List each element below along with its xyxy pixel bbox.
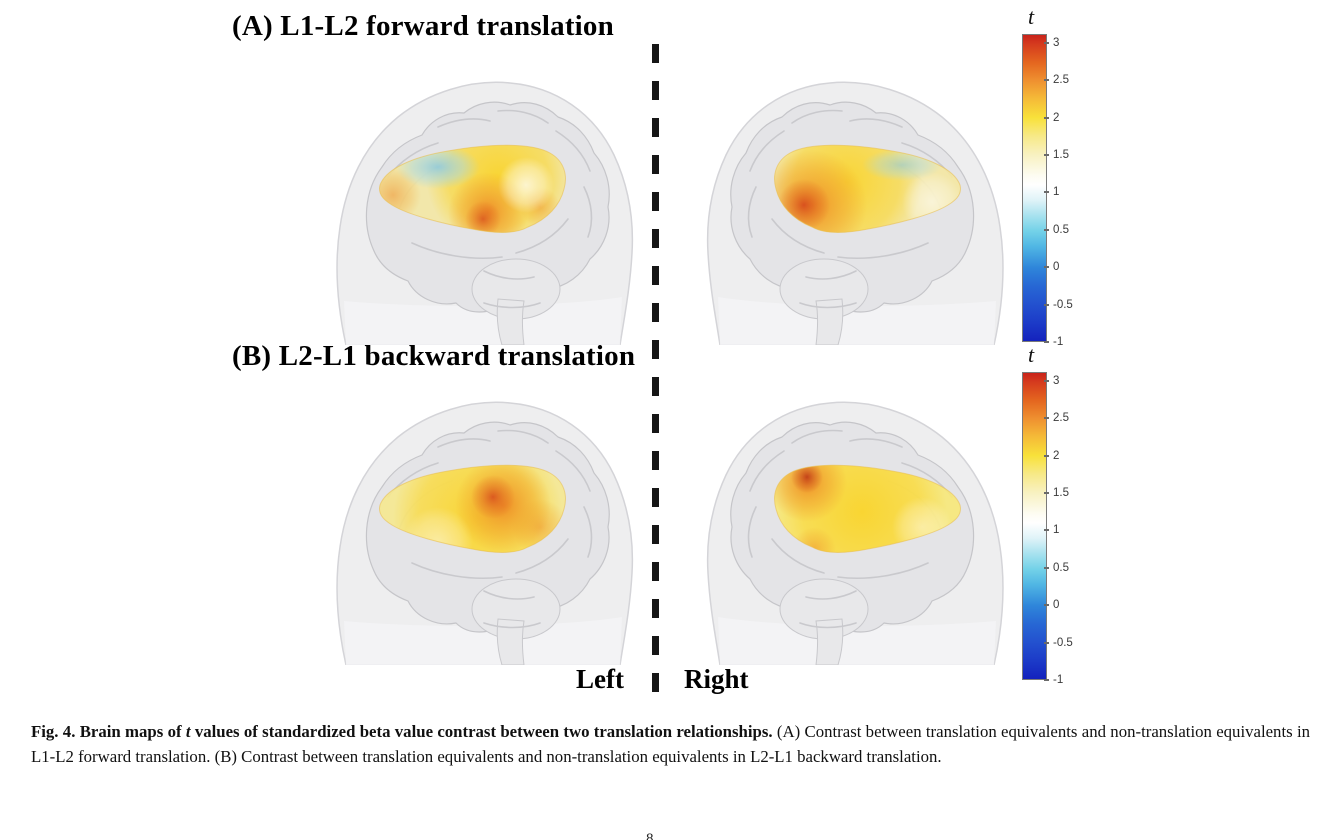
- colorbar-tick-mark: [1044, 154, 1049, 157]
- colorbar-tick: -1: [1044, 336, 1064, 348]
- colorbar-tick-label: 3: [1053, 374, 1060, 387]
- caption-bold-lead: Fig. 4. Brain maps of: [31, 722, 186, 741]
- page-number: 8: [646, 831, 654, 840]
- panel-b-title: (B) L2-L1 backward translation: [232, 340, 636, 372]
- colorbar-tick: 1.5: [1044, 487, 1069, 500]
- colorbar-tick: 0: [1044, 261, 1060, 274]
- colorbar-tick: 1: [1044, 186, 1060, 199]
- colorbar-t-label: t: [1028, 342, 1035, 367]
- colorbar-tick-mark: [1044, 41, 1049, 44]
- colorbar-tick-mark: [1044, 529, 1049, 532]
- colorbar-tick-mark: [1044, 492, 1049, 495]
- colorbar-tick: -0.5: [1044, 636, 1073, 649]
- colorbar-tick-label: 0.5: [1053, 223, 1069, 236]
- colorbar-tick: 1: [1044, 524, 1060, 537]
- colorbar-tick-label: 0: [1053, 599, 1060, 612]
- colorbar-tick: 2: [1044, 449, 1060, 462]
- colorbar-tick-mark: [1044, 566, 1049, 569]
- caption-body: (A) Contrast between translation equival…: [31, 722, 1310, 767]
- colorbar-ticks: 3 2.5 2 1.5 1 0.5 0 -0.5 -1: [1044, 372, 1102, 686]
- colorbar-tick-label: -1: [1053, 336, 1064, 348]
- colorbar-tick: -1: [1044, 674, 1064, 686]
- brain-map-b-right: [706, 401, 1004, 665]
- brain-map-b-left: [336, 401, 634, 665]
- figure-caption: Fig. 4. Brain maps of t values of standa…: [31, 719, 1310, 769]
- colorbar-body: 3 2.5 2 1.5 1 0.5 0 -0.5 -1: [1022, 372, 1102, 686]
- colorbar-tick-label: 0: [1053, 261, 1060, 274]
- colorbar-tick: 2: [1044, 111, 1060, 124]
- colorbar-panel-b: t 3 2.5 2 1.5 1 0.5 0 -0.5 -1: [1022, 342, 1102, 686]
- colorbar-tick-label: -1: [1053, 674, 1064, 686]
- colorbar-tick: 2.5: [1044, 74, 1069, 87]
- brain-map-a-right: [706, 81, 1004, 345]
- colorbar-tick-mark: [1044, 266, 1049, 269]
- colorbar-tick: 0.5: [1044, 223, 1069, 236]
- midline-dashed-divider: [652, 44, 659, 696]
- colorbar-tick: 0.5: [1044, 561, 1069, 574]
- hemisphere-label-right: Right: [684, 664, 749, 694]
- colorbar-panel-a: t 3 2.5 2 1.5 1 0.5 0 -0.5 -1: [1022, 4, 1102, 348]
- colorbar-tick-label: 2: [1053, 111, 1060, 124]
- caption-bold-tail: values of standardized beta value contra…: [190, 722, 773, 741]
- colorbar-gradient: [1022, 34, 1047, 342]
- panel-a-title: (A) L1-L2 forward translation: [232, 10, 614, 42]
- caption-italic-t: t: [185, 722, 191, 741]
- hemisphere-label-left: Left: [576, 664, 624, 694]
- colorbar-tick-label: 2: [1053, 449, 1060, 462]
- colorbar-tick-mark: [1044, 641, 1049, 644]
- colorbar-tick-label: 0.5: [1053, 561, 1069, 574]
- colorbar-tick-label: -0.5: [1053, 298, 1073, 311]
- colorbar-tick-label: 1.5: [1053, 487, 1069, 500]
- colorbar-tick-mark: [1044, 228, 1049, 231]
- colorbar-tick-label: 1.5: [1053, 149, 1069, 162]
- colorbar-tick-mark: [1044, 454, 1049, 457]
- colorbar-tick: -0.5: [1044, 298, 1073, 311]
- colorbar-tick-mark: [1044, 303, 1049, 306]
- colorbar-tick-mark: [1044, 341, 1049, 343]
- colorbar-tick-label: 2.5: [1053, 74, 1069, 87]
- colorbar-tick-mark: [1044, 79, 1049, 82]
- colorbar-tick: 0: [1044, 599, 1060, 612]
- colorbar-tick-mark: [1044, 116, 1049, 119]
- colorbar-tick: 3: [1044, 374, 1060, 387]
- colorbar-tick-mark: [1044, 379, 1049, 382]
- colorbar-tick-mark: [1044, 604, 1049, 607]
- colorbar-t-label: t: [1028, 4, 1035, 29]
- colorbar-tick: 1.5: [1044, 149, 1069, 162]
- colorbar-body: 3 2.5 2 1.5 1 0.5 0 -0.5 -1: [1022, 34, 1102, 348]
- colorbar-gradient: [1022, 372, 1047, 680]
- colorbar-tick: 3: [1044, 36, 1060, 49]
- colorbar-tick-label: 1: [1053, 524, 1060, 537]
- colorbar-tick-label: -0.5: [1053, 636, 1073, 649]
- colorbar-tick: 2.5: [1044, 412, 1069, 425]
- colorbar-tick-mark: [1044, 679, 1049, 681]
- brain-map-a-left: [336, 81, 634, 345]
- colorbar-tick-label: 2.5: [1053, 412, 1069, 425]
- colorbar-tick-label: 3: [1053, 36, 1060, 49]
- colorbar-ticks: 3 2.5 2 1.5 1 0.5 0 -0.5 -1: [1044, 34, 1102, 348]
- colorbar-tick-mark: [1044, 417, 1049, 420]
- colorbar-tick-label: 1: [1053, 186, 1060, 199]
- colorbar-tick-mark: [1044, 191, 1049, 194]
